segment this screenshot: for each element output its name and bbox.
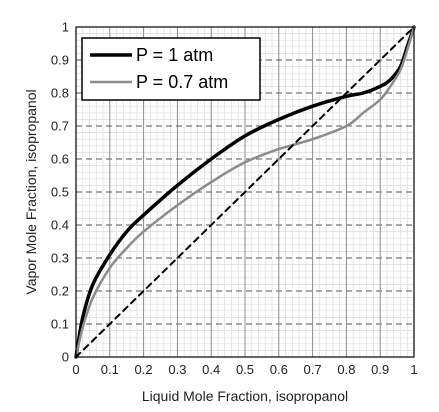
series-line-diagonal	[75, 26, 415, 358]
y-tick-label: 0.2	[51, 284, 69, 299]
y-tick-label: 0.5	[51, 185, 69, 200]
plot-frame	[75, 26, 415, 358]
y-tick-label: 0.8	[51, 86, 69, 101]
x-tick-label: 0.6	[270, 362, 288, 377]
legend-box	[81, 37, 261, 101]
series-line-p1atm	[74, 25, 416, 359]
y-tick-label: 0	[62, 350, 69, 365]
series-line-p07atm	[74, 25, 416, 359]
y-tick-label: 0.3	[51, 251, 69, 266]
x-tick-label: 0.8	[337, 362, 355, 377]
x-tick-label: 0.2	[135, 362, 153, 377]
legend: P = 1 atm P = 0.7 atm	[81, 37, 261, 101]
y-tick-label: 1	[62, 20, 69, 35]
legend-label-p1atm: P = 1 atm	[136, 45, 213, 65]
series-layer	[74, 25, 416, 359]
y-axis-title: Vapor Mole Fraction, isopropanol	[23, 89, 39, 294]
y-tick-label: 0.4	[51, 218, 69, 233]
x-tick-label: 0	[72, 362, 79, 377]
y-tick-label: 0.9	[51, 53, 69, 68]
legend-label-p07atm: P = 0.7 atm	[136, 72, 228, 92]
y-axis-ticks: 0 0.1 0.2 0.3 0.4 0.5 0.6 0.7 0.8 0.9 1	[51, 20, 69, 365]
x-tick-label: 1	[410, 362, 417, 377]
y-tick-label: 0.6	[51, 152, 69, 167]
x-tick-label: 0.3	[168, 362, 186, 377]
x-tick-label: 0.5	[236, 362, 254, 377]
x-tick-label: 0.1	[101, 362, 119, 377]
x-axis-ticks: 0 0.1 0.2 0.3 0.4 0.5 0.6 0.7 0.8 0.9 1	[72, 362, 417, 377]
x-tick-label: 0.4	[202, 362, 220, 377]
x-tick-label: 0.9	[371, 362, 389, 377]
y-tick-label: 0.1	[51, 317, 69, 332]
x-axis-title: Liquid Mole Fraction, isopropanol	[142, 388, 348, 404]
y-tick-label: 0.7	[51, 119, 69, 134]
x-tick-label: 0.7	[304, 362, 322, 377]
